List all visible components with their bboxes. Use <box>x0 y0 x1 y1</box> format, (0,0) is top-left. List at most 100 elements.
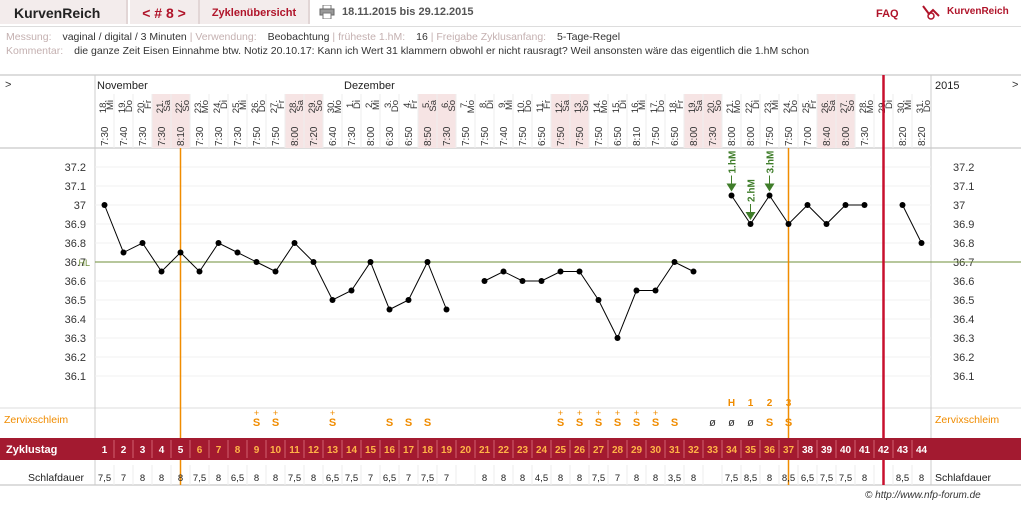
date-label: 24. <box>212 100 223 113</box>
date-label: 13. <box>573 100 584 113</box>
cervix-value: S <box>595 417 602 429</box>
date-label: 9. <box>497 100 508 108</box>
y-tick-right: 37.2 <box>953 162 974 174</box>
measurement-info-line: Messung: vaginal / digital / 3 Minuten |… <box>6 31 621 43</box>
cervix-value: S <box>557 417 564 429</box>
cycle-day-number: 9 <box>254 445 260 456</box>
sleep-value: 8 <box>862 473 867 484</box>
weekday-label: So <box>713 100 724 112</box>
weekday-label: Fr <box>276 100 287 109</box>
date-label: 25. <box>231 100 242 113</box>
weekday-label: Do <box>523 100 534 112</box>
temperature-point <box>139 240 146 246</box>
weekday-label: Sa <box>428 99 439 111</box>
measure-time: 7:50 <box>556 126 567 146</box>
date-label: 20. <box>136 100 147 113</box>
sleep-value: 8 <box>216 473 221 484</box>
cycle-day-number: 21 <box>479 445 491 456</box>
cycle-day-number: 30 <box>650 445 662 456</box>
weekday-label: Fr <box>409 100 420 109</box>
faq-link[interactable]: FAQ <box>876 8 899 20</box>
sleep-value: 6,5 <box>326 473 339 484</box>
sleep-value: 6,5 <box>801 473 814 484</box>
date-label: 27. <box>839 100 850 113</box>
cervix-value: S <box>766 417 773 429</box>
logo-icon[interactable] <box>921 2 941 22</box>
peak-label: 2 <box>767 398 773 409</box>
measure-time: 8:10 <box>632 126 643 146</box>
date-label: 1. <box>345 100 356 108</box>
sleep-value: 8 <box>273 473 278 484</box>
date-label: 8. <box>478 100 489 108</box>
temperature-point <box>196 268 203 275</box>
measure-time: 8:20 <box>898 126 909 146</box>
measure-time: 8:00 <box>366 126 377 146</box>
measure-time: 7:30 <box>138 126 149 146</box>
temperature-point <box>215 240 222 246</box>
top-bar: KurvenReich < # 8 > Zyklenübersicht 18.1… <box>0 0 1021 27</box>
y-tick-right: 36.6 <box>953 276 974 288</box>
cycle-day-number: 4 <box>159 445 165 456</box>
cycle-day-number: 11 <box>289 445 300 456</box>
cervix-label-left: Zervixschleim <box>4 414 68 426</box>
measure-time: 8:00 <box>746 126 757 146</box>
measure-time: 6:50 <box>670 126 681 146</box>
sleep-label-right: Schlafdauer <box>935 472 992 484</box>
cycle-day-label: Zyklustag <box>6 444 57 456</box>
weekday-label: So <box>447 100 458 112</box>
date-label: 30. <box>326 100 337 113</box>
y-tick-right: 37 <box>953 200 965 212</box>
month-label: Dezember <box>344 80 395 92</box>
measure-time: 6:50 <box>537 126 548 146</box>
printer-icon[interactable] <box>319 5 335 19</box>
weekday-label: Mo <box>466 100 477 113</box>
weekday-label: Do <box>656 100 667 112</box>
brand-title[interactable]: KurvenReich <box>0 0 128 24</box>
weekend-column <box>418 94 437 148</box>
sleep-value: 7,5 <box>193 473 206 484</box>
cervix-value: S <box>633 417 640 429</box>
weekend-column <box>285 94 304 148</box>
date-label: 30. <box>896 100 907 113</box>
measure-time: 7:30 <box>195 126 206 146</box>
y-tick-left: 37.1 <box>65 181 86 193</box>
date-label: 22. <box>744 100 755 113</box>
measure-time: 8:10 <box>176 126 187 146</box>
cycle-day-number: 28 <box>612 445 624 456</box>
cycle-navigator[interactable]: < # 8 > <box>130 0 200 24</box>
cycle-overview-link[interactable]: Zyklenübersicht <box>200 0 310 24</box>
measure-time: 7:30 <box>157 126 168 146</box>
cycle-day-number: 7 <box>216 445 222 456</box>
temperature-point <box>367 259 374 265</box>
cervix-value: S <box>272 417 279 429</box>
measure-time: 7:50 <box>765 126 776 146</box>
temperature-point <box>823 221 830 227</box>
date-label: 11. <box>535 100 546 113</box>
cycle-day-number: 14 <box>346 445 358 456</box>
logo-text[interactable]: KurvenReich <box>947 6 1009 17</box>
year-label: 2015 <box>935 80 959 92</box>
sleep-value: 8 <box>653 473 658 484</box>
date-label: 23. <box>763 100 774 113</box>
date-range: 18.11.2015 bis 29.12.2015 <box>342 6 474 18</box>
date-label: 28. <box>858 100 869 113</box>
cycle-day-number: 16 <box>384 445 396 456</box>
temperature-point <box>557 268 564 275</box>
measure-time: 6:50 <box>613 126 624 146</box>
cycle-day-number: 42 <box>878 445 890 456</box>
sleep-value: 7,5 <box>98 473 111 484</box>
cycle-day-number: 24 <box>536 445 548 456</box>
temperature-point <box>519 278 526 284</box>
temperature-point <box>386 306 393 313</box>
copyright-notice[interactable]: © http://www.nfp-forum.de <box>865 490 981 501</box>
cycle-day-number: 33 <box>707 445 719 456</box>
weekday-label: Mi <box>637 100 648 110</box>
weekday-label: Fr <box>808 100 819 109</box>
date-label: 3. <box>383 100 394 108</box>
date-label: 27. <box>269 100 280 113</box>
cervix-plus-mark: + <box>653 408 658 418</box>
cycle-day-number: 34 <box>726 445 738 456</box>
cycle-day-number: 27 <box>593 445 605 456</box>
date-label: 14. <box>592 100 603 113</box>
